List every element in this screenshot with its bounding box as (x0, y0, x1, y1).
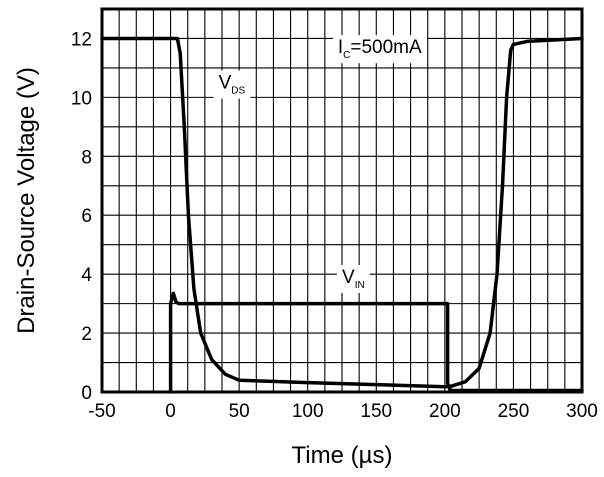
y-tick-label: 12 (71, 29, 92, 50)
y-tick-label: 6 (81, 206, 92, 227)
x-tick-label: 300 (566, 401, 598, 422)
annotation-in: VIN (337, 264, 370, 293)
annotation-subscript: DS (231, 86, 245, 97)
annotation-subscript: C (343, 50, 350, 61)
series-layer (100, 36, 584, 394)
y-axis-title: Drain-Source Voltage (V) (13, 67, 40, 334)
series-line-vin (168, 291, 584, 394)
series-line-vds (100, 36, 584, 389)
annotation-background (213, 70, 251, 99)
x-tick-label: 150 (360, 401, 392, 422)
annotation-main-text: V (342, 267, 355, 288)
annotation-background (332, 35, 428, 64)
annotation-main-text: V (219, 73, 232, 94)
annotation-text: VIN (342, 267, 365, 291)
x-tick-label: 250 (498, 401, 530, 422)
annotation-subscript: IN (355, 280, 365, 291)
x-tick-label: 100 (292, 401, 324, 422)
annotation-text: VDS (219, 73, 246, 97)
grid-layer (102, 9, 582, 392)
annotation-rest-text: =500mA (350, 37, 422, 58)
y-tick-label: 10 (71, 88, 92, 109)
y-tick-label: 4 (81, 265, 92, 286)
y-tick-label: 0 (81, 383, 92, 404)
x-tick-label: 50 (229, 401, 250, 422)
annotation-background (337, 264, 370, 293)
x-tick-label: 200 (429, 401, 461, 422)
annotation-c: IC=500mA (332, 35, 428, 64)
annotation-main-text: I (338, 37, 343, 58)
x-tick-label: 0 (165, 401, 176, 422)
x-tick-label: -50 (88, 401, 115, 422)
y-tick-label: 2 (81, 324, 92, 345)
annotation-ds: VDS (213, 70, 251, 99)
plot-frame (100, 7, 584, 394)
x-axis-title: Time (µs) (292, 442, 393, 469)
annotation-text: IC=500mA (338, 37, 422, 61)
y-tick-label: 8 (81, 147, 92, 168)
